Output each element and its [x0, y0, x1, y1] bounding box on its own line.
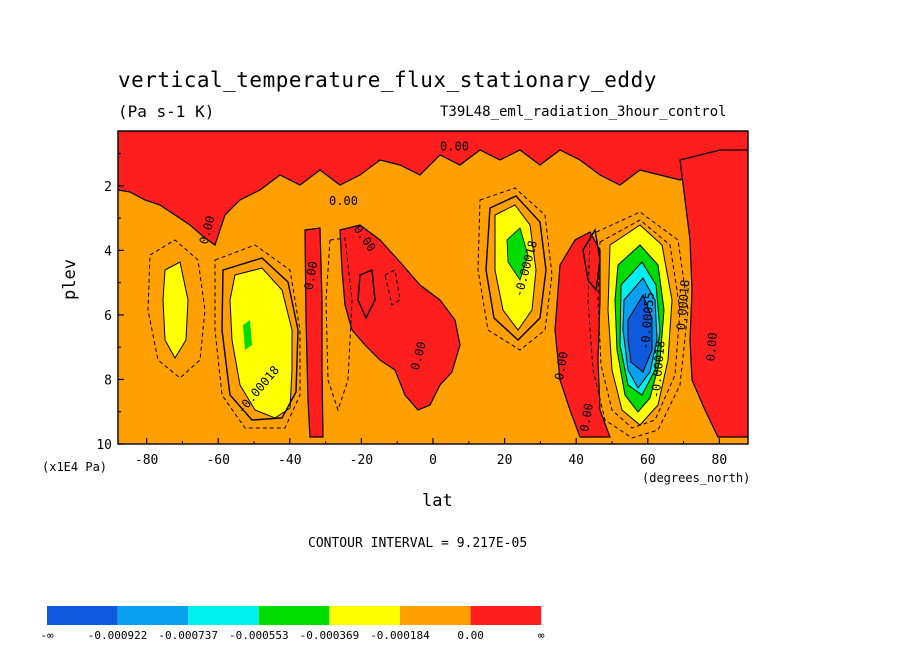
contour-label: 0.00	[577, 402, 596, 433]
green-spot-minus50	[243, 320, 252, 350]
chart-title: vertical_temperature_flux_stationary_edd…	[118, 68, 657, 92]
x-tick-label: 40	[568, 453, 584, 468]
y-axis-ticks: 2 4 6 8 10	[96, 153, 124, 453]
y-tick-label: 8	[104, 373, 112, 388]
contour-label: 0.00	[704, 332, 720, 362]
yellow-well-minus50	[229, 267, 293, 419]
colorbar-label: -0.000922	[88, 629, 148, 642]
x-tick-label: -80	[135, 453, 158, 468]
solid-contours	[221, 195, 601, 421]
y-tick-label: 2	[104, 180, 112, 195]
contour-interval-label: CONTOUR INTERVAL = 9.217E-05	[308, 536, 528, 551]
y-tick-label: 10	[96, 438, 112, 453]
green-spot-nh25	[506, 227, 529, 281]
colorbar-swatch	[470, 606, 542, 625]
x-tick-label: 0	[429, 453, 437, 468]
contour-label: 0.00	[302, 260, 321, 291]
colorbar-swatch	[258, 606, 330, 625]
colorbar-swatch	[329, 606, 400, 625]
x-tick-label: 80	[712, 453, 728, 468]
x-tick-label: -40	[278, 453, 301, 468]
x-tick-label: -60	[206, 453, 229, 468]
contour-label: -0.00055	[638, 292, 657, 351]
contour-label: 0.00018	[674, 279, 692, 331]
x-tick-label: -20	[350, 453, 373, 468]
colorbar-label: 0.00	[457, 629, 484, 642]
y-axis-units: (x1E4 Pa)	[42, 460, 108, 474]
contour-label: -0.00018	[649, 340, 668, 399]
colorbar-swatch	[47, 606, 118, 625]
upper-red-band	[118, 131, 748, 246]
colorbar-label: -0.000184	[370, 629, 430, 642]
yellow-well-minus72	[162, 261, 189, 359]
colorbar-label: -0.000553	[229, 629, 289, 642]
dashed-contours	[147, 187, 689, 439]
x-axis-ticks: -80 -60 -40 -20 0 20 40 60 80	[135, 438, 727, 468]
y-tick-label: 4	[104, 244, 112, 259]
contour-label: 0.00	[329, 194, 358, 208]
chart-units: (Pa s-1 K)	[118, 102, 215, 121]
colorbar: -∞ -0.000922 -0.000737 -0.000553 -0.000369 -0…	[40, 606, 545, 642]
blue-core-nh58	[627, 293, 653, 373]
colorbar-label: -∞	[40, 629, 54, 642]
x-tick-label: 60	[640, 453, 656, 468]
red-column-minus35	[304, 227, 324, 438]
colorbar-label: ∞	[538, 629, 545, 642]
colorbar-label: -0.000737	[158, 629, 218, 642]
dataset-label: T39L48_eml_radiation_3hour_control	[440, 104, 727, 120]
colorbar-label: -0.000369	[300, 629, 360, 642]
x-tick-label: 20	[497, 453, 513, 468]
red-region-arctic	[679, 149, 748, 438]
negative-wells	[162, 204, 673, 426]
y-tick-label: 6	[104, 309, 112, 324]
contour-label: 0.00	[552, 350, 571, 381]
x-axis-label: lat	[422, 491, 453, 511]
x-axis-units: (degrees_north)	[642, 471, 751, 485]
colorbar-swatch	[188, 606, 259, 625]
colorbar-swatch	[400, 606, 471, 625]
contour-label: 0.00	[440, 139, 469, 153]
colorbar-swatch	[117, 606, 189, 625]
